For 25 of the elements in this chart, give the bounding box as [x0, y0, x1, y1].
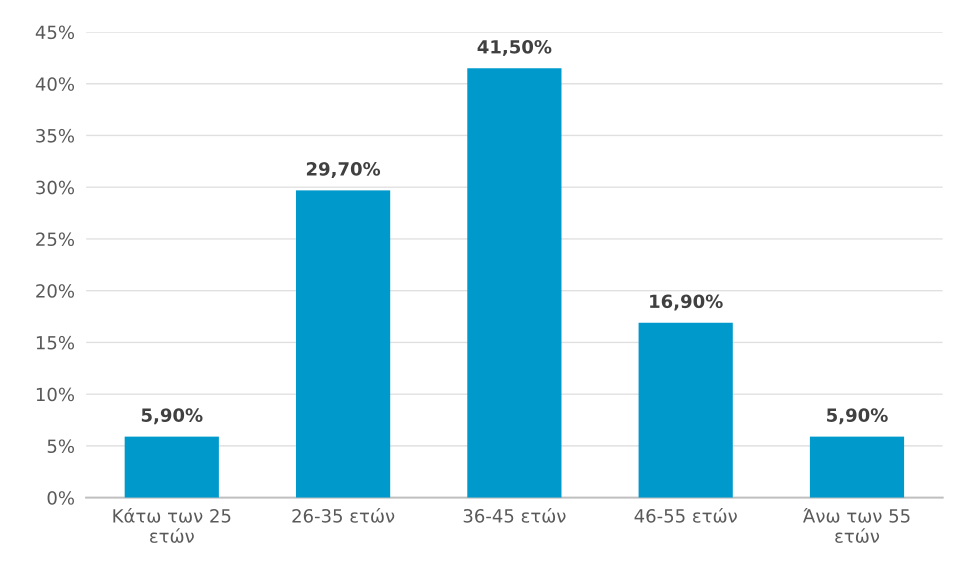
y-tick-label: 25% [36, 232, 74, 246]
y-tick-label: 15% [36, 336, 74, 350]
x-tick-label: 26-35 ετών [292, 508, 394, 523]
bar [810, 436, 904, 498]
y-tick-label: 5% [48, 439, 74, 453]
x-tick-label: Κάτω των 25 ετών [113, 508, 230, 543]
y-tick-label: 30% [36, 180, 74, 194]
x-tick-label: 36-45 ετών [464, 508, 566, 523]
x-tick-label: 46-55 ετών [634, 508, 737, 523]
x-tick-label: Άνω των 55 ετών [803, 508, 910, 543]
bar [296, 190, 390, 498]
y-tick-label: 20% [36, 284, 74, 298]
bar [638, 322, 733, 498]
data-label: 5,90% [142, 408, 203, 424]
bar [467, 68, 562, 498]
data-label: 5,90% [827, 408, 888, 424]
data-label: 29,70% [306, 162, 380, 178]
y-tick-label: 45% [36, 25, 74, 40]
y-tick-label: 0% [48, 491, 74, 505]
data-label: 41,50% [478, 40, 552, 56]
bar [124, 436, 219, 498]
y-tick-label: 40% [36, 77, 74, 91]
data-label: 16,90% [650, 294, 723, 310]
y-tick-label: 35% [36, 128, 74, 143]
y-tick-label: 10% [36, 388, 74, 402]
